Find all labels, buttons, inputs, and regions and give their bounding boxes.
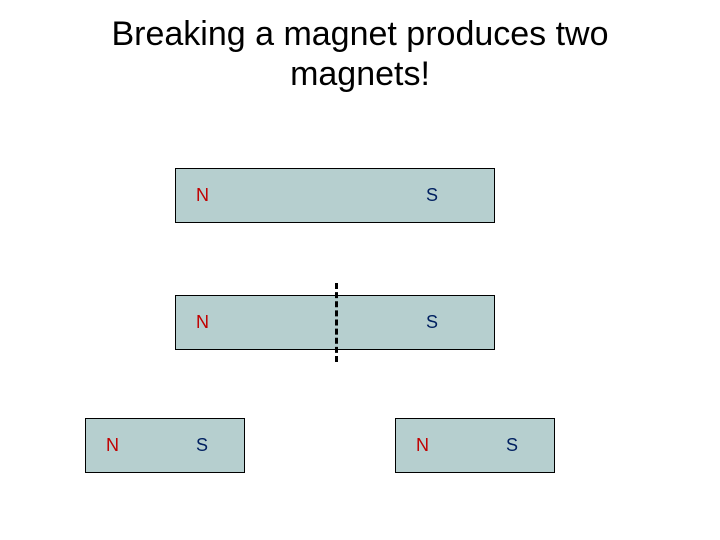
page-title: Breaking a magnet produces two magnets!: [0, 14, 720, 94]
pole-south: S: [506, 435, 518, 456]
pole-north: N: [196, 185, 209, 206]
pole-north: N: [416, 435, 429, 456]
title-line-1: Breaking a magnet produces two: [111, 15, 608, 53]
pole-south: S: [426, 312, 438, 333]
magnet-intact: N S: [175, 168, 495, 223]
pole-south: S: [196, 435, 208, 456]
pole-north: N: [196, 312, 209, 333]
magnet-piece-left: N S: [85, 418, 245, 473]
magnet-piece-right: N S: [395, 418, 555, 473]
pole-north: N: [106, 435, 119, 456]
break-line: [335, 283, 338, 362]
title-line-2: magnets!: [290, 55, 430, 93]
pole-south: S: [426, 185, 438, 206]
